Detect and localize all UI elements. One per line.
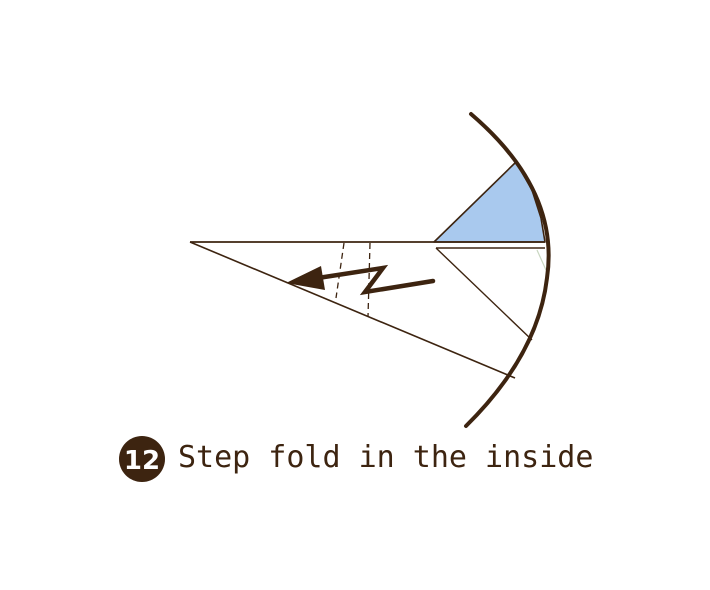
faint-crease	[536, 249, 547, 271]
step-number: 12	[124, 446, 160, 476]
blue-flap	[433, 161, 546, 243]
step-fold-arrow-icon	[286, 264, 436, 296]
step-caption: Step fold in the inside	[178, 440, 594, 475]
inner-diagonal	[435, 247, 533, 341]
step-number-badge: 12	[119, 436, 165, 482]
bottom-edge	[189, 241, 516, 379]
step-fold-line-right	[367, 242, 371, 318]
paper-body	[190, 242, 545, 378]
outer-arc	[464, 112, 551, 428]
